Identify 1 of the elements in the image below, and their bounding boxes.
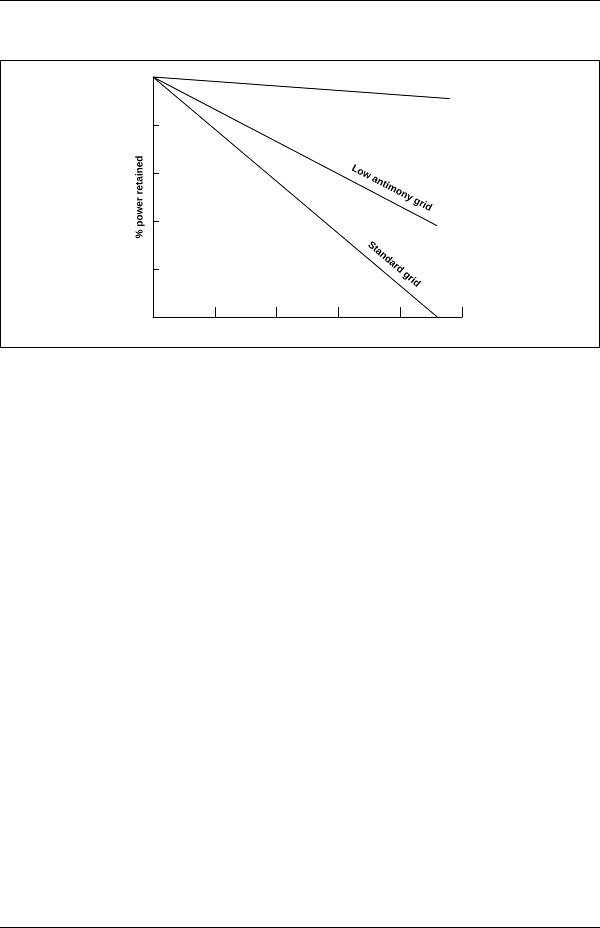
y-axis-title: % power retained — [134, 156, 146, 238]
